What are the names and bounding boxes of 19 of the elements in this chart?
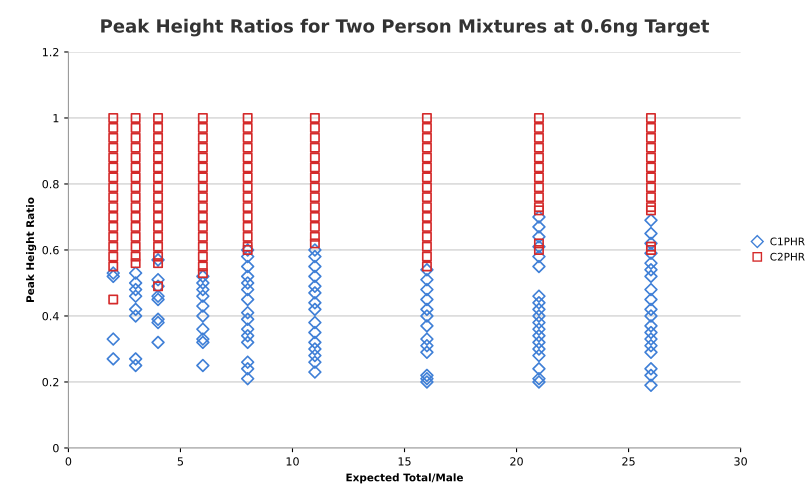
y-tick-label: 1 — [54, 114, 58, 122]
legend-label: C2PHR — [770, 252, 805, 261]
y-tick-label: 0.2 — [42, 378, 58, 386]
x-tick-label: 20 — [510, 457, 523, 466]
y-tick-label: 0 — [53, 444, 59, 452]
chart-title: Peak Height Ratios for Two Person Mixtures at 0.6ng Target — [101, 18, 710, 36]
x-tick-label: 15 — [398, 457, 411, 466]
y-axis-title: Peak Height Ratio — [26, 197, 36, 302]
y-tick-label: 0.6 — [42, 246, 59, 254]
y-tick-label: 0.8 — [42, 180, 59, 188]
y-tick-label: 1.2 — [42, 48, 58, 56]
x-axis-title: Expected Total/Male — [346, 473, 463, 484]
x-tick-label: 30 — [734, 457, 747, 466]
x-tick-label: 25 — [622, 457, 635, 466]
x-tick-label: 5 — [178, 457, 184, 466]
x-tick-label: 0 — [66, 457, 72, 466]
x-tick-label: 10 — [286, 457, 299, 466]
legend-label: C1PHR — [770, 237, 805, 246]
y-tick-label: 0.4 — [42, 312, 59, 320]
